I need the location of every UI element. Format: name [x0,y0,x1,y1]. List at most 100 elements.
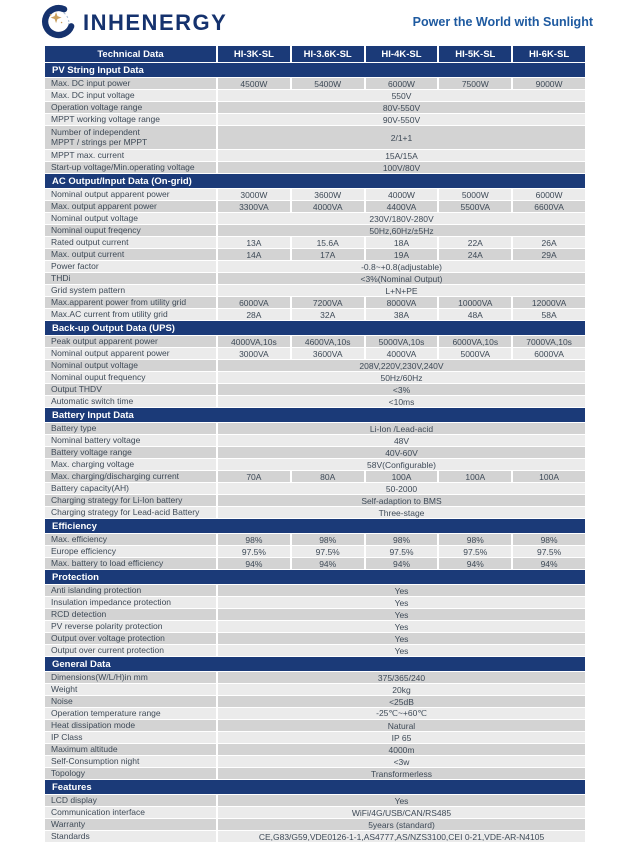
column-header-hi-3k-sl: HI-3K-SL [218,46,290,62]
spec-row-self-consumption-night: Self-Consumption night <3w [45,756,585,768]
spec-row-noise: Noise <25dB [45,696,585,708]
section-header-features: Features [45,780,585,795]
row-value-hi-3k-sl: 70A [218,471,290,482]
spec-row-max-charging-voltage: Max. charging voltage 58V(Configurable) [45,459,585,471]
column-header-hi-6k-sl: HI-6K-SL [513,46,585,62]
row-label: Operation temperature range [45,708,216,719]
row-value-merged: Yes [218,597,585,608]
row-value-hi-4k-sl: 8000VA [365,297,438,308]
row-label: Dimensions(W/L/H)in mm [45,672,216,683]
row-value-hi-3-6k-sl: 4600VA,10s [291,336,364,347]
spec-row-rcd-detection: RCD detection Yes [45,609,585,621]
row-value-merged: 40V-60V [218,447,585,458]
row-value-merged: L+N+PE [218,285,585,296]
row-value-merged: <3% [218,384,585,395]
row-value-merged: Self-adaption to BMS [218,495,585,506]
row-value-hi-4k-sl: 5000VA,10s [365,336,438,347]
row-label: Warranty [45,819,216,830]
row-value-merged: 48V [218,435,585,446]
spec-row-max-apparent-power-from-utility-grid: Max.apparent power from utility grid 6000… [45,297,585,309]
row-label: Charging strategy for Li-Ion battery [45,495,216,506]
row-label: Battery voltage range [45,447,216,458]
row-value-merged: 2/1+1 [218,126,585,149]
row-value-merged: 4000m [218,744,585,755]
spec-row-max-efficiency: Max. efficiency 98% 98% 98% 98% 98% [45,534,585,546]
row-value-hi-4k-sl: 4400VA [365,201,438,212]
section-header-protection: Protection [45,570,585,585]
row-value-hi-3-6k-sl: 17A [291,249,364,260]
spec-row-grid-system-pattern: Grid system pattern L+N+PE [45,285,585,297]
spec-row-max-dc-input-voltage: Max. DC input voltage 550V [45,90,585,102]
spec-row-max-charging-discharging-current: Max. charging/discharging current 70A 80A 1… [45,471,585,483]
spec-table: Technical Data HI-3K-SL HI-3.6K-SL HI-4K-S… [45,46,585,843]
row-value-hi-3-6k-sl: 3600VA [291,348,364,359]
spec-row-max-dc-input-power: Max. DC input power 4500W 5400W 6000W 7500W 9… [45,78,585,90]
row-label: RCD detection [45,609,216,620]
row-label: LCD display [45,795,216,806]
row-value-hi-3-6k-sl: 15.6A [291,237,364,248]
spec-row-battery-type: Battery type Li-Ion /Lead-acid [45,423,585,435]
row-value-merged: 80V-550V [218,102,585,113]
row-value-hi-6k-sl: 98% [513,534,585,545]
row-label: Peak output apparent power [45,336,216,347]
row-value-merged: 375/365/240 [218,672,585,683]
row-label: Communication interface [45,807,216,818]
row-value-hi-6k-sl: 58A [513,309,585,320]
row-value-hi-6k-sl: 6600VA [513,201,585,212]
row-label: Nominal output apparent power [45,348,216,359]
spec-row-nominal-output-voltage: Nominal output voltage 208V,220V,230V,240… [45,360,585,372]
section-header-pv-string-input-data: PV String Input Data [45,63,585,78]
row-label: Self-Consumption night [45,756,216,767]
row-label: Insulation impedance protection [45,597,216,608]
row-value-hi-3-6k-sl: 4000VA [291,201,364,212]
row-label: Max. charging/discharging current [45,471,216,482]
row-value-merged: WiFi/4G/USB/CAN/RS485 [218,807,585,818]
row-value-merged: <3%(Nominal Output) [218,273,585,284]
row-value-hi-4k-sl: 97.5% [365,546,438,557]
section-header-ac-output-input-data-on-grid: AC Output/Input Data (On-grid) [45,174,585,189]
row-value-merged: 550V [218,90,585,101]
spec-row-number-of-independent: Number of independent MPPT / strings per… [45,126,585,150]
row-value-hi-3k-sl: 3300VA [218,201,290,212]
row-value-hi-4k-sl: 100A [365,471,438,482]
page-header: INHENERGY Power the World with Sunlight [0,0,627,45]
row-label: Max.apparent power from utility grid [45,297,216,308]
row-label: Grid system pattern [45,285,216,296]
brand-logo: INHENERGY [38,3,227,43]
spec-row-nominal-ouput-frequency: Nominal ouput frequency 50Hz/60Hz [45,372,585,384]
row-value-merged: Yes [218,645,585,656]
row-label: IP Class [45,732,216,743]
row-label: MPPT max. current [45,150,216,161]
row-value-hi-4k-sl: 38A [365,309,438,320]
column-header-hi-4k-sl: HI-4K-SL [365,46,438,62]
spec-row-weight: Weight 20kg [45,684,585,696]
row-value-hi-5k-sl: 6000VA,10s [439,336,512,347]
row-value-hi-5k-sl: 98% [439,534,512,545]
row-label: MPPT working voltage range [45,114,216,125]
row-label: Max. output apparent power [45,201,216,212]
row-value-hi-5k-sl: 22A [439,237,512,248]
table-header-row: Technical Data HI-3K-SL HI-3.6K-SL HI-4K-S… [45,46,585,63]
spec-row-max-battery-to-load-efficiency: Max. battery to load efficiency 94% 94% 94%… [45,558,585,570]
row-value-hi-6k-sl: 97.5% [513,546,585,557]
row-label: Charging strategy for Lead-acid Battery [45,507,216,518]
row-label: Battery capacity(AH) [45,483,216,494]
row-value-hi-6k-sl: 6000VA [513,348,585,359]
row-value-merged: Yes [218,609,585,620]
spec-row-charging-strategy-for-lead-acid-battery: Charging strategy for Lead-acid Battery T… [45,507,585,519]
row-value-hi-5k-sl: 100A [439,471,512,482]
row-value-merged: Transformerless [218,768,585,779]
spec-row-anti-islanding-protection: Anti islanding protection Yes [45,585,585,597]
brand-name: INHENERGY [83,10,228,35]
spec-row-mppt-working-voltage-range: MPPT working voltage range 90V-550V [45,114,585,126]
row-value-merged: Yes [218,633,585,644]
row-value-hi-3k-sl: 14A [218,249,290,260]
row-value-merged: 50Hz,60Hz/±5Hz [218,225,585,236]
row-value-merged: -0.8~+0.8(adjustable) [218,261,585,272]
spec-row-communication-interface: Communication interface WiFi/4G/USB/CAN/R… [45,807,585,819]
spec-row-maximum-altitude: Maximum altitude 4000m [45,744,585,756]
row-value-hi-3k-sl: 3000W [218,189,290,200]
section-header-back-up-output-data-ups: Back-up Output Data (UPS) [45,321,585,336]
row-value-hi-4k-sl: 4000VA [365,348,438,359]
